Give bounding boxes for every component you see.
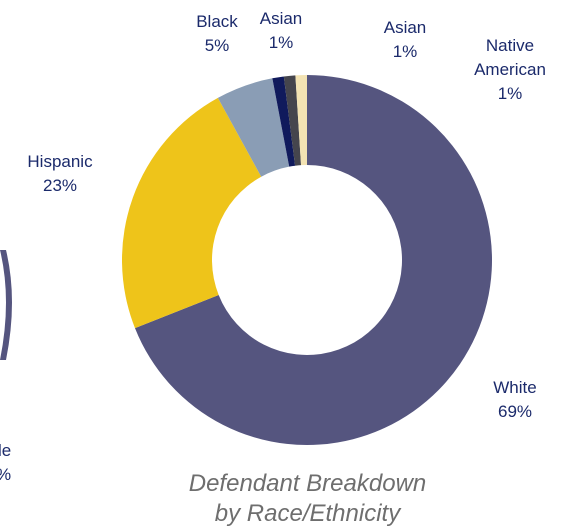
category-label: Black	[196, 12, 238, 31]
chart-title: Defendant Breakdown	[188, 470, 427, 497]
slice	[283, 75, 302, 166]
chart-title: by Race/Ethnicity	[214, 500, 401, 527]
value-label: 69%	[497, 402, 533, 421]
slice-label: Asian 1%	[246, 7, 316, 55]
slice	[122, 97, 262, 329]
slice	[272, 76, 296, 167]
slice-label: Hispanic 23%	[10, 150, 110, 198]
value-label: 5%	[204, 36, 230, 55]
slice	[217, 78, 290, 177]
annotation: le	[0, 441, 12, 460]
slice-label: White 69%	[475, 376, 555, 424]
slice-label: Native American 1%	[465, 34, 555, 106]
category-label: White	[493, 378, 537, 397]
category-label: Hispanic	[27, 152, 93, 171]
value-label: 1%	[497, 84, 523, 103]
value-label: 23%	[42, 176, 78, 195]
category-label: Asian	[383, 18, 427, 37]
annotation: %	[0, 465, 11, 485]
value-label: 1%	[392, 42, 418, 61]
slice	[295, 75, 307, 166]
value-label: 1%	[268, 33, 294, 52]
slice	[134, 75, 493, 445]
partial-arc	[0, 250, 12, 360]
category-label: Asian	[259, 9, 303, 28]
slice-label: Black 5%	[182, 10, 252, 58]
category-label: Native American	[474, 36, 546, 79]
slice-label: Asian 1%	[370, 16, 440, 64]
